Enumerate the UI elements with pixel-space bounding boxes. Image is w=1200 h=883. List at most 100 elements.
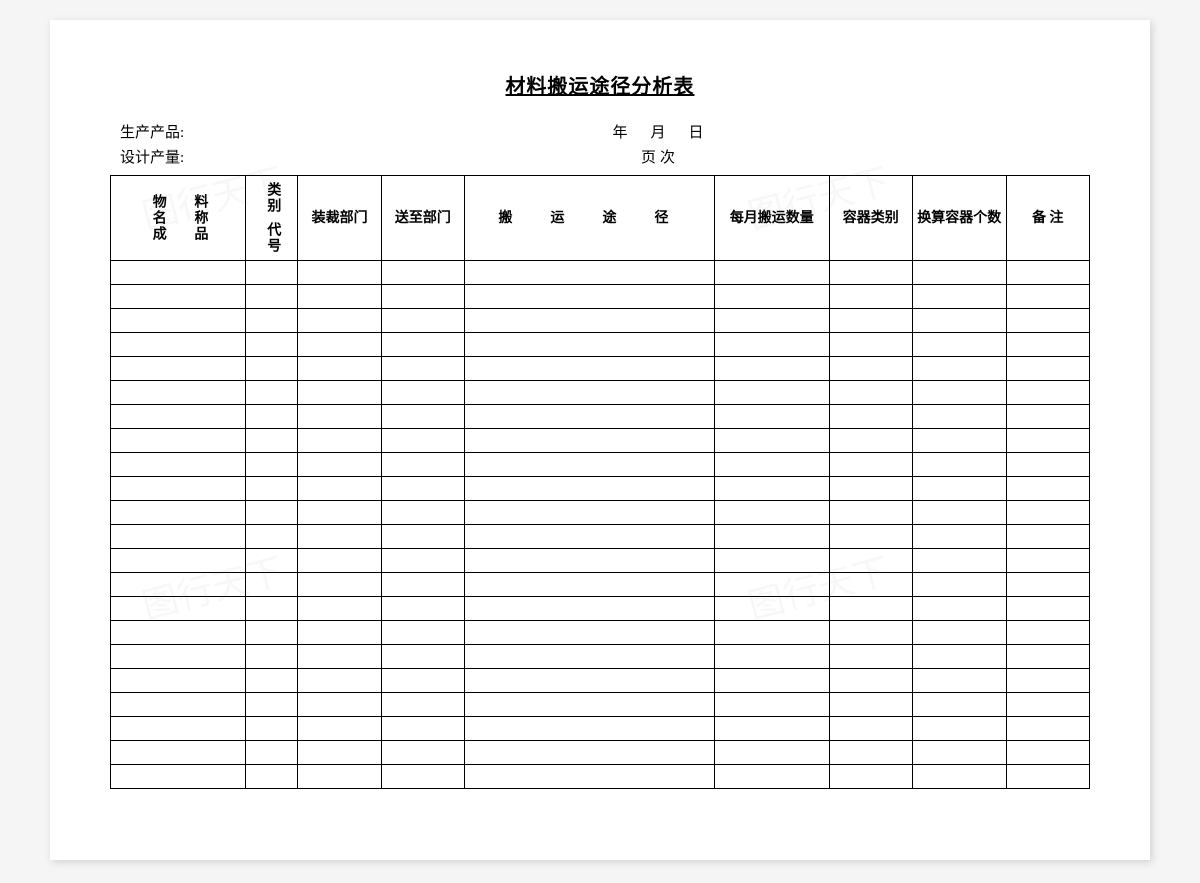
table-cell: [381, 693, 464, 717]
table-cell: [381, 525, 464, 549]
table-cell: [465, 501, 715, 525]
table-cell: [381, 597, 464, 621]
table-cell: [912, 525, 1006, 549]
page-title: 材料搬运途径分析表: [110, 70, 1090, 99]
table-cell: [465, 621, 715, 645]
table-cell: [1006, 717, 1089, 741]
table-cell: [1006, 405, 1089, 429]
table-cell: [1006, 429, 1089, 453]
table-cell: [829, 669, 912, 693]
table-cell: [1006, 621, 1089, 645]
table-cell: [381, 309, 464, 333]
table-cell: [246, 765, 298, 789]
table-cell: [298, 309, 381, 333]
table-cell: [829, 429, 912, 453]
table-cell: [829, 477, 912, 501]
col-header-material-name: 物名成 料称品: [111, 176, 246, 261]
table-cell: [829, 621, 912, 645]
table-cell: [715, 405, 830, 429]
table-cell: [465, 381, 715, 405]
col-header-container-type: 容器类别: [829, 176, 912, 261]
table-cell: [715, 309, 830, 333]
table-cell: [912, 501, 1006, 525]
table-cell: [1006, 357, 1089, 381]
table-cell: [1006, 501, 1089, 525]
table-cell: [111, 717, 246, 741]
table-cell: [465, 477, 715, 501]
table-cell: [715, 261, 830, 285]
table-cell: [298, 501, 381, 525]
table-cell: [246, 525, 298, 549]
analysis-table: 物名成 料称品 类别 代号 装裁部门 送至部门 搬 运 途 径 每月搬运数量 容…: [110, 175, 1090, 789]
table-cell: [715, 501, 830, 525]
table-cell: [829, 573, 912, 597]
table-cell: [829, 453, 912, 477]
table-row: [111, 693, 1090, 717]
table-cell: [246, 261, 298, 285]
table-row: [111, 549, 1090, 573]
table-row: [111, 645, 1090, 669]
table-cell: [1006, 597, 1089, 621]
table-cell: [715, 693, 830, 717]
col-header-route: 搬 运 途 径: [465, 176, 715, 261]
table-cell: [246, 693, 298, 717]
table-cell: [465, 645, 715, 669]
table-cell: [912, 357, 1006, 381]
table-cell: [715, 333, 830, 357]
table-cell: [298, 381, 381, 405]
table-cell: [912, 333, 1006, 357]
table-cell: [465, 741, 715, 765]
table-cell: [465, 261, 715, 285]
table-cell: [465, 357, 715, 381]
table-cell: [912, 453, 1006, 477]
table-cell: [1006, 645, 1089, 669]
table-cell: [829, 357, 912, 381]
table-body: [111, 261, 1090, 789]
table-cell: [381, 333, 464, 357]
table-cell: [246, 741, 298, 765]
table-cell: [715, 597, 830, 621]
table-row: [111, 597, 1090, 621]
table-cell: [246, 285, 298, 309]
table-cell: [298, 429, 381, 453]
table-cell: [111, 597, 246, 621]
table-cell: [246, 381, 298, 405]
table-cell: [715, 621, 830, 645]
table-cell: [829, 261, 912, 285]
table-cell: [715, 573, 830, 597]
table-row: [111, 741, 1090, 765]
table-cell: [111, 501, 246, 525]
table-cell: [246, 621, 298, 645]
table-row: [111, 309, 1090, 333]
table-cell: [465, 765, 715, 789]
table-cell: [298, 477, 381, 501]
col-header-convert-count: 换算容器个数: [912, 176, 1006, 261]
table-cell: [111, 357, 246, 381]
table-cell: [465, 549, 715, 573]
meta-row-1: 生产产品: 年 月 日: [110, 121, 1090, 142]
table-cell: [381, 261, 464, 285]
table-row: [111, 357, 1090, 381]
table-cell: [912, 429, 1006, 453]
table-row: [111, 285, 1090, 309]
table-cell: [111, 741, 246, 765]
table-cell: [298, 597, 381, 621]
table-cell: [715, 285, 830, 309]
table-cell: [715, 765, 830, 789]
material-name-left: 物名成: [149, 194, 166, 242]
table-cell: [246, 477, 298, 501]
table-cell: [1006, 285, 1089, 309]
table-cell: [298, 741, 381, 765]
table-cell: [465, 525, 715, 549]
table-cell: [829, 285, 912, 309]
table-row: [111, 429, 1090, 453]
table-cell: [298, 693, 381, 717]
table-cell: [465, 285, 715, 309]
material-name-right: 料称品: [191, 194, 208, 242]
table-cell: [298, 285, 381, 309]
table-cell: [829, 525, 912, 549]
table-cell: [381, 357, 464, 381]
table-cell: [111, 261, 246, 285]
table-cell: [715, 429, 830, 453]
table-cell: [715, 453, 830, 477]
